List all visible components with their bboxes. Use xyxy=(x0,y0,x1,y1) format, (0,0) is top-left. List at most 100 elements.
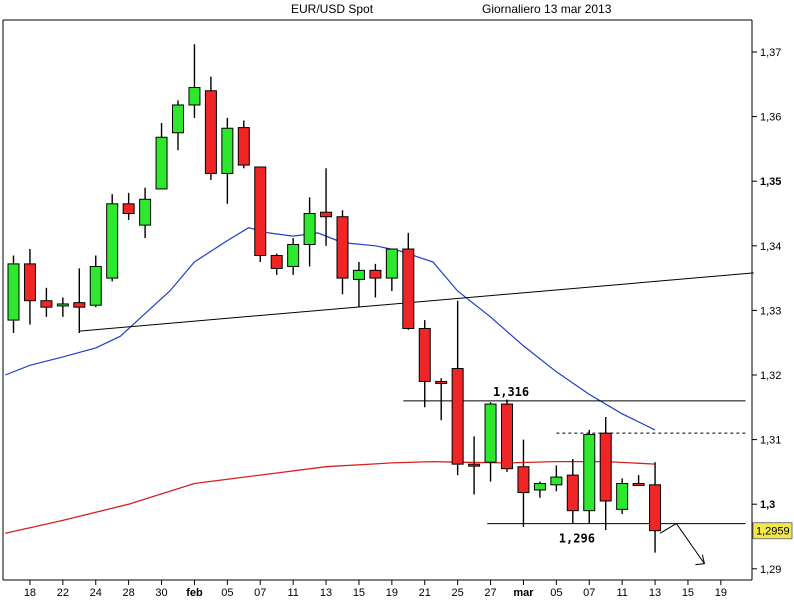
chart-period-date: Giornaliero 13 mar 2013 xyxy=(482,2,612,16)
y-tick-label: 1,32 xyxy=(760,370,781,382)
x-tick-label: mar xyxy=(513,587,534,599)
candle xyxy=(221,117,234,204)
candle-body xyxy=(566,474,579,512)
candle xyxy=(89,255,102,308)
candle-body xyxy=(23,263,36,302)
candle xyxy=(73,268,86,334)
long-moving-average xyxy=(5,460,656,534)
candle xyxy=(40,287,53,317)
candle xyxy=(204,76,217,180)
candle xyxy=(23,249,36,325)
x-tick-label: 19 xyxy=(715,587,727,599)
candle-body xyxy=(418,327,431,382)
candle-body xyxy=(320,211,333,218)
candle-body xyxy=(254,166,267,256)
y-tick-label: 1,34 xyxy=(760,241,781,253)
x-tick-label: 13 xyxy=(320,587,332,599)
x-tick-label: 13 xyxy=(649,587,661,599)
candle-body xyxy=(56,303,69,307)
candle xyxy=(106,194,119,282)
candle-body xyxy=(501,403,513,470)
x-tick-label: 15 xyxy=(682,587,694,599)
candle xyxy=(616,478,629,514)
candle-body xyxy=(155,136,168,190)
last-price-tag: 1,2959 xyxy=(752,522,793,540)
candle-body xyxy=(122,203,135,214)
x-tick-label: 18 xyxy=(24,587,36,599)
candle-body xyxy=(106,203,119,279)
y-tick-label: 1,36 xyxy=(760,112,781,124)
candle-body xyxy=(7,263,20,321)
plot-frame xyxy=(2,19,753,581)
candle-body xyxy=(583,433,596,512)
candle-body xyxy=(352,269,365,280)
candle xyxy=(418,320,431,408)
candle-body xyxy=(237,127,250,166)
y-tick-label: 1,37 xyxy=(760,47,781,59)
candle xyxy=(632,475,645,487)
candle-body xyxy=(517,466,530,494)
candle-body xyxy=(369,269,382,279)
x-tick-label: 28 xyxy=(123,587,135,599)
x-tick-label: 27 xyxy=(484,587,496,599)
x-tick-label: 07 xyxy=(583,587,595,599)
candle xyxy=(139,187,152,239)
y-tick-label: 1,33 xyxy=(760,305,781,317)
candle-body xyxy=(89,265,102,306)
candles xyxy=(7,44,662,553)
candle-body xyxy=(484,403,497,463)
candle xyxy=(599,416,612,531)
candle-body xyxy=(40,300,53,308)
candle xyxy=(468,436,481,495)
candle-body xyxy=(73,302,86,308)
y-tick-label: 1,3 xyxy=(760,499,775,511)
candle xyxy=(237,120,250,169)
support-trendline xyxy=(79,272,754,332)
x-tick-label: 11 xyxy=(287,587,298,599)
candle xyxy=(7,255,20,334)
long-ma-line xyxy=(5,460,656,534)
candle xyxy=(155,123,168,190)
x-tick-label: 30 xyxy=(155,587,167,599)
candle-body xyxy=(550,476,563,486)
candle xyxy=(385,248,398,292)
candle xyxy=(402,232,415,330)
candle xyxy=(451,300,464,476)
candle xyxy=(649,462,662,553)
candle-body xyxy=(649,484,662,532)
candle xyxy=(270,253,283,275)
candle-body xyxy=(287,244,300,267)
projection-path xyxy=(659,522,705,564)
candle xyxy=(501,399,513,472)
candle-body xyxy=(221,127,234,174)
trendline xyxy=(79,272,754,332)
last-price-box xyxy=(752,522,793,540)
candle-body xyxy=(451,368,464,465)
y-tick-label: 1,31 xyxy=(760,435,781,447)
x-tick-label: 07 xyxy=(254,587,266,599)
x-tick-label: 05 xyxy=(550,587,562,599)
candle xyxy=(566,458,579,524)
level-label: 1,316 xyxy=(493,385,529,399)
x-tick-label: 19 xyxy=(386,587,398,599)
candle-body xyxy=(632,483,645,487)
x-tick-label: 25 xyxy=(452,587,464,599)
candle xyxy=(188,44,201,118)
candle-body xyxy=(303,213,316,246)
candle xyxy=(352,261,365,308)
candle xyxy=(484,402,497,482)
candle xyxy=(56,297,69,317)
candle xyxy=(533,481,546,498)
candle-body xyxy=(172,104,184,134)
last-price-label: 1,2959 xyxy=(756,526,790,538)
candle xyxy=(287,238,300,275)
projection-arrow xyxy=(659,522,706,566)
candle-body xyxy=(599,432,612,502)
x-tick-label: 22 xyxy=(57,587,69,599)
candle xyxy=(435,378,448,421)
candle xyxy=(303,197,316,267)
candle-body xyxy=(385,248,398,279)
x-axis: 18 22 24 28 30 feb 05 07 11 13 15 19 21 25 27 mar 05 07 11… xyxy=(24,580,727,599)
candle-body xyxy=(336,216,349,279)
